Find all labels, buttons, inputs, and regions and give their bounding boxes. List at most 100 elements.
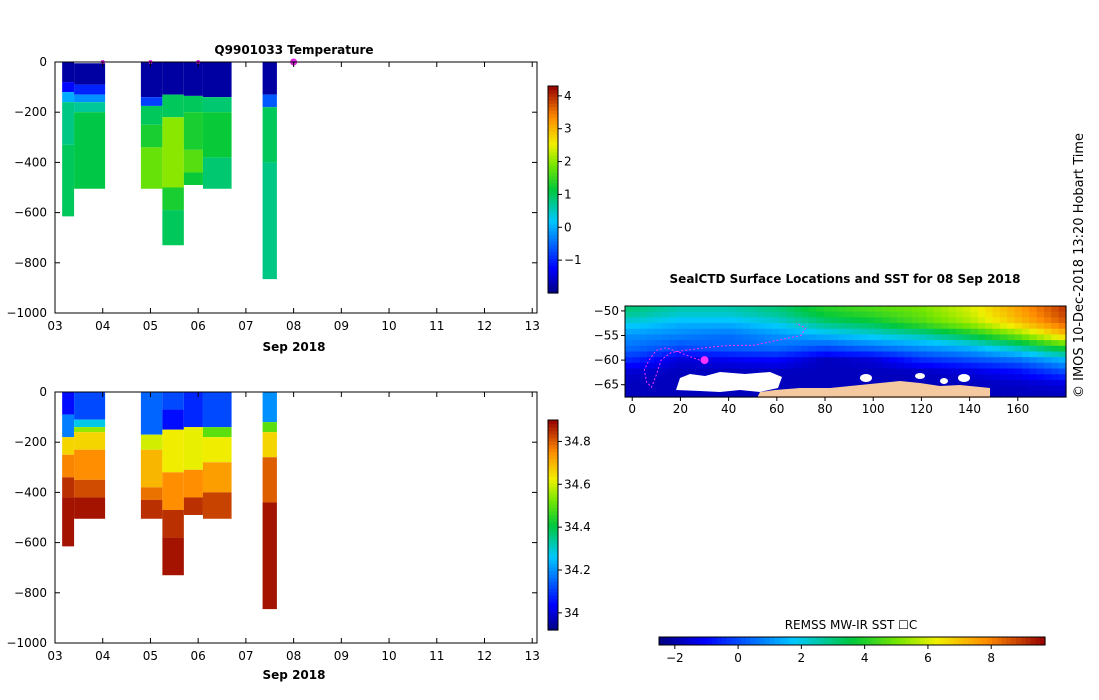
sst-cell — [838, 351, 847, 358]
sst-cell — [1043, 362, 1052, 370]
colorbar-swatch — [977, 637, 983, 645]
sst-cell — [1029, 379, 1038, 387]
sst-cell — [727, 362, 736, 370]
sst-cell — [1051, 311, 1060, 318]
colorbar-swatch — [548, 591, 558, 596]
temperature-section-chart: Q9901033 Temperature 03 04 05 06 07 08 09 10 11 1… — [6, 43, 581, 354]
sst-cell — [933, 317, 942, 324]
sst-cell — [882, 317, 891, 324]
sst-cell — [705, 306, 714, 313]
sst-cell — [977, 311, 986, 318]
sst-cell — [661, 323, 670, 330]
sst-cell — [955, 345, 964, 353]
sst-cell — [896, 323, 905, 330]
sst-cell — [926, 317, 935, 324]
sst-cell — [691, 362, 700, 370]
sst-cell — [926, 306, 935, 313]
sst-cell — [955, 362, 964, 370]
colorbar-swatch — [548, 196, 558, 201]
y-tick-label: −60 — [594, 353, 619, 367]
colorbar-swatch — [548, 553, 558, 558]
salinity-section-chart: 03 04 05 06 07 08 09 10 11 12 13 0 −200 −400 −600 −800 −… — [6, 385, 590, 682]
sst-cell — [720, 340, 729, 347]
sst-cell — [1043, 306, 1052, 313]
sst-cell — [654, 351, 663, 358]
seal-current-position — [700, 356, 709, 365]
profile-cell — [183, 427, 203, 470]
sst-cell — [1051, 306, 1060, 313]
y-tick-label: −1000 — [6, 306, 47, 320]
sst-cell — [999, 385, 1008, 392]
sst-cell — [779, 317, 788, 324]
colorbar-swatch — [683, 637, 689, 645]
sst-cell — [698, 323, 707, 330]
sst-cell — [999, 351, 1008, 358]
sst-cell — [1051, 334, 1060, 341]
sst-cell — [661, 311, 670, 318]
sst-cell — [992, 379, 1001, 387]
x-tick-label: 11 — [429, 649, 444, 663]
sst-cell — [919, 357, 927, 364]
sst-cell — [992, 374, 1001, 381]
sst-cell — [1029, 374, 1038, 381]
sst-cell — [1036, 357, 1045, 364]
sst-cell — [749, 368, 758, 375]
sst-cell — [882, 311, 891, 318]
sst-cell — [882, 306, 891, 313]
colorbar-swatch — [736, 637, 742, 645]
sst-cell — [1058, 357, 1067, 364]
sst-cell — [992, 317, 1001, 324]
sst-cell — [1043, 391, 1052, 398]
sst-cell — [999, 334, 1008, 341]
sst-cell — [977, 357, 986, 364]
sst-cell — [1021, 351, 1030, 358]
profile-cell — [162, 392, 184, 410]
sst-cell — [1058, 374, 1067, 381]
profile-cell — [162, 94, 184, 118]
sst-cell — [889, 351, 898, 358]
sst-cell — [735, 306, 744, 313]
sst-cell — [963, 311, 972, 318]
sst-cell — [999, 317, 1008, 324]
sst-cell — [1014, 323, 1023, 330]
salinity-profiles — [62, 392, 277, 610]
profile-cell — [62, 392, 75, 415]
sst-cell — [919, 340, 927, 347]
colorbar-swatch — [548, 86, 558, 91]
sst-cell — [1058, 306, 1067, 313]
sst-cell — [999, 306, 1008, 313]
sst-cell — [632, 345, 641, 353]
sst-cell — [1029, 340, 1038, 347]
sst-cell — [705, 345, 714, 353]
sst-cell — [985, 306, 994, 313]
sst-cell — [941, 368, 949, 375]
sst-cell — [625, 362, 633, 370]
colorbar-swatch — [702, 637, 708, 645]
sst-cell — [1029, 368, 1038, 375]
sst-cell — [698, 334, 707, 341]
sst-cell — [720, 311, 729, 318]
profile-cell — [162, 210, 184, 246]
colorbar-swatch — [548, 574, 558, 579]
sst-cell — [941, 340, 949, 347]
sst-cell — [919, 317, 927, 324]
sea-ice-regions — [676, 372, 970, 392]
colorbar-swatch — [548, 476, 558, 481]
colorbar-swatch — [548, 605, 558, 610]
sst-cell — [1021, 374, 1030, 381]
sst-cell — [838, 334, 847, 341]
profile-cell — [183, 62, 203, 96]
sst-cell — [705, 357, 714, 364]
colorbar-swatch — [548, 518, 558, 523]
sst-cell — [801, 328, 810, 336]
sst-cell — [919, 368, 927, 375]
sst-cell — [786, 351, 795, 358]
colorbar-swatch — [1040, 637, 1046, 645]
sst-cell — [926, 345, 935, 353]
sst-cell — [772, 311, 780, 318]
colorbar-swatch — [548, 458, 558, 463]
sst-cell — [691, 368, 700, 375]
colorbar-tick-label: −2 — [666, 651, 684, 665]
sst-cell — [801, 334, 810, 341]
colorbar-swatch — [548, 535, 558, 540]
